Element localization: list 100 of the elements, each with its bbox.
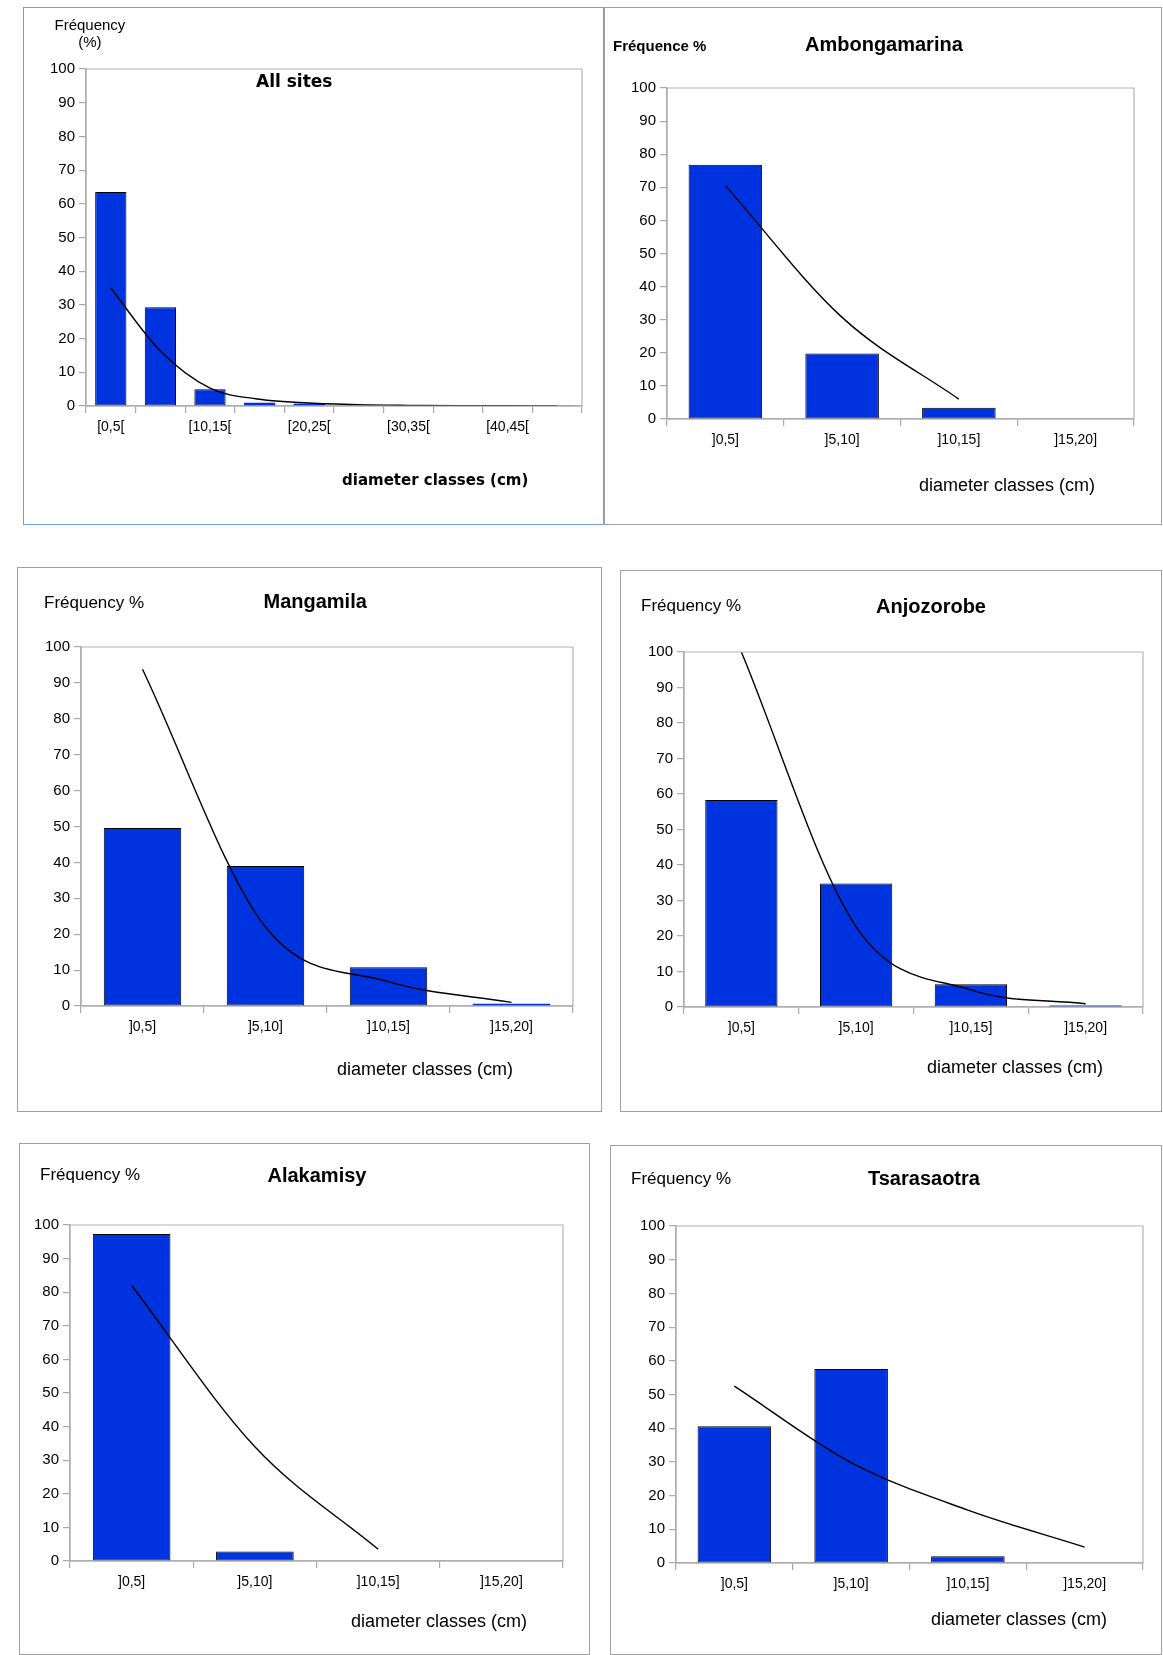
y-tick-label: 80 (42, 1282, 59, 1300)
x-tick-label: ]15,20] (490, 1018, 533, 1035)
x-tick-label: ]0,5] (128, 1018, 157, 1035)
y-tick-label: 50 (639, 243, 656, 261)
y-tick-label: 30 (656, 890, 673, 908)
y-tick-label: 60 (639, 210, 656, 228)
y-tick-label: 40 (53, 852, 70, 870)
y-tick-label: 100 (33, 1215, 59, 1233)
y-tick-label: 30 (42, 1450, 59, 1468)
x-tick-label: ]10,15] (367, 1018, 410, 1035)
x-tick-label: ]5,10] (247, 1018, 284, 1035)
y-tick-label: 90 (639, 111, 656, 129)
y-tick-label: 50 (648, 1384, 665, 1402)
x-axis-title: diameter classes (cm) (919, 474, 1096, 496)
x-tick-label: ]15,20] (1064, 1019, 1108, 1036)
y-tick-label: 10 (58, 362, 75, 380)
y-tick-label: 90 (53, 673, 70, 691)
y-tick-label: 30 (53, 888, 70, 906)
y-tick-label: 40 (42, 1416, 59, 1434)
y-tick-label: 70 (53, 744, 70, 762)
y-tick-label: 60 (656, 784, 673, 802)
y-tick-label: 10 (639, 376, 656, 394)
y-tick-label: 40 (58, 261, 75, 279)
y-tick-label: 60 (53, 780, 70, 798)
y-tick-label: 40 (639, 276, 656, 294)
y-axis-title: Fréquency % (40, 1165, 141, 1185)
x-tick-label: [10,15[ (188, 418, 232, 435)
y-axis-title: Fréquence % (613, 36, 707, 54)
y-tick-label: 30 (639, 309, 656, 327)
y-tick-label: 0 (50, 1551, 59, 1569)
y-tick-label: 100 (44, 637, 70, 655)
y-tick-label: 10 (53, 960, 70, 978)
y-tick-label: 100 (639, 1216, 665, 1234)
x-tick-label: ]10,15] (949, 1019, 993, 1036)
y-tick-label: 20 (58, 328, 75, 346)
y-tick-label: 70 (648, 1317, 665, 1335)
y-tick-label: 20 (42, 1483, 59, 1501)
y-tick-label: 0 (656, 1553, 665, 1571)
x-tick-label: ]0,5] (118, 1573, 146, 1590)
x-tick-label: ]10,15] (937, 431, 981, 448)
y-tick-label: 40 (656, 855, 673, 873)
x-tick-label: ]5,10] (237, 1573, 273, 1590)
y-tick-label: 100 (630, 78, 656, 96)
y-tick-label: 80 (656, 713, 673, 731)
y-tick-label: 80 (53, 708, 70, 726)
y-tick-label: 0 (664, 997, 673, 1015)
x-tick-label: [30,35[ (386, 418, 430, 435)
y-tick-label: 90 (648, 1249, 665, 1267)
x-axis-title: diameter classes (cm) (931, 1608, 1108, 1630)
y-tick-label: 80 (648, 1283, 665, 1301)
y-tick-label: 80 (639, 144, 656, 162)
y-tick-label: 60 (58, 193, 75, 211)
y-tick-label: 80 (58, 126, 75, 144)
y-axis-title: Fréquency (%) (54, 16, 126, 50)
y-tick-label: 0 (66, 396, 75, 414)
y-tick-label: 30 (648, 1452, 665, 1470)
y-tick-label: 60 (648, 1350, 665, 1368)
y-tick-label: 20 (656, 926, 673, 944)
x-tick-label: ]5,10] (838, 1019, 874, 1036)
chart-title: Tsarasaotra (868, 1166, 980, 1190)
x-axis-title: diameter classes (cm) (351, 1610, 528, 1632)
x-tick-label: ]15,20] (479, 1573, 523, 1590)
y-tick-label: 10 (648, 1519, 665, 1537)
y-tick-label: 70 (639, 177, 656, 195)
x-tick-label: ]10,15] (946, 1575, 990, 1592)
chart-title: All sites (256, 71, 333, 91)
y-axis-title: Fréquency % (641, 596, 742, 616)
y-tick-label: 0 (647, 409, 656, 427)
x-axis-title: diameter classes (cm) (342, 471, 529, 489)
x-tick-label: ]15,20] (1063, 1575, 1107, 1592)
x-tick-label: ]5,10] (824, 431, 860, 448)
y-tick-label: 60 (42, 1349, 59, 1367)
x-tick-label: ]0,5] (720, 1575, 748, 1592)
y-tick-label: 0 (61, 996, 70, 1014)
x-tick-label: ]5,10] (833, 1575, 869, 1592)
y-tick-label: 20 (648, 1485, 665, 1503)
y-tick-label: 10 (656, 961, 673, 979)
y-tick-label: 50 (42, 1383, 59, 1401)
x-tick-label: [0,5[ (97, 418, 125, 435)
y-tick-label: 50 (53, 816, 70, 834)
y-tick-label: 10 (42, 1517, 59, 1535)
x-axis-title: diameter classes (cm) (337, 1058, 514, 1080)
x-tick-label: ]0,5] (727, 1019, 755, 1036)
x-tick-label: [40,45[ (486, 418, 530, 435)
y-tick-label: 50 (58, 227, 75, 245)
x-tick-label: ]10,15] (356, 1573, 400, 1590)
y-tick-label: 90 (58, 92, 75, 110)
y-tick-label: 70 (42, 1315, 59, 1333)
y-tick-label: 90 (656, 677, 673, 695)
y-tick-label: 20 (639, 342, 656, 360)
y-tick-label: 90 (42, 1248, 59, 1266)
x-tick-label: ]0,5] (711, 431, 739, 448)
y-tick-label: 40 (648, 1418, 665, 1436)
y-axis-title: Fréquency % (631, 1169, 732, 1189)
y-tick-label: 100 (647, 642, 673, 660)
chart-title: Anjozorobe (876, 594, 986, 618)
x-tick-label: [20,25[ (287, 418, 331, 435)
x-axis-title: diameter classes (cm) (927, 1056, 1104, 1078)
chart-title: Alakamisy (267, 1163, 367, 1187)
y-tick-label: 70 (656, 748, 673, 766)
